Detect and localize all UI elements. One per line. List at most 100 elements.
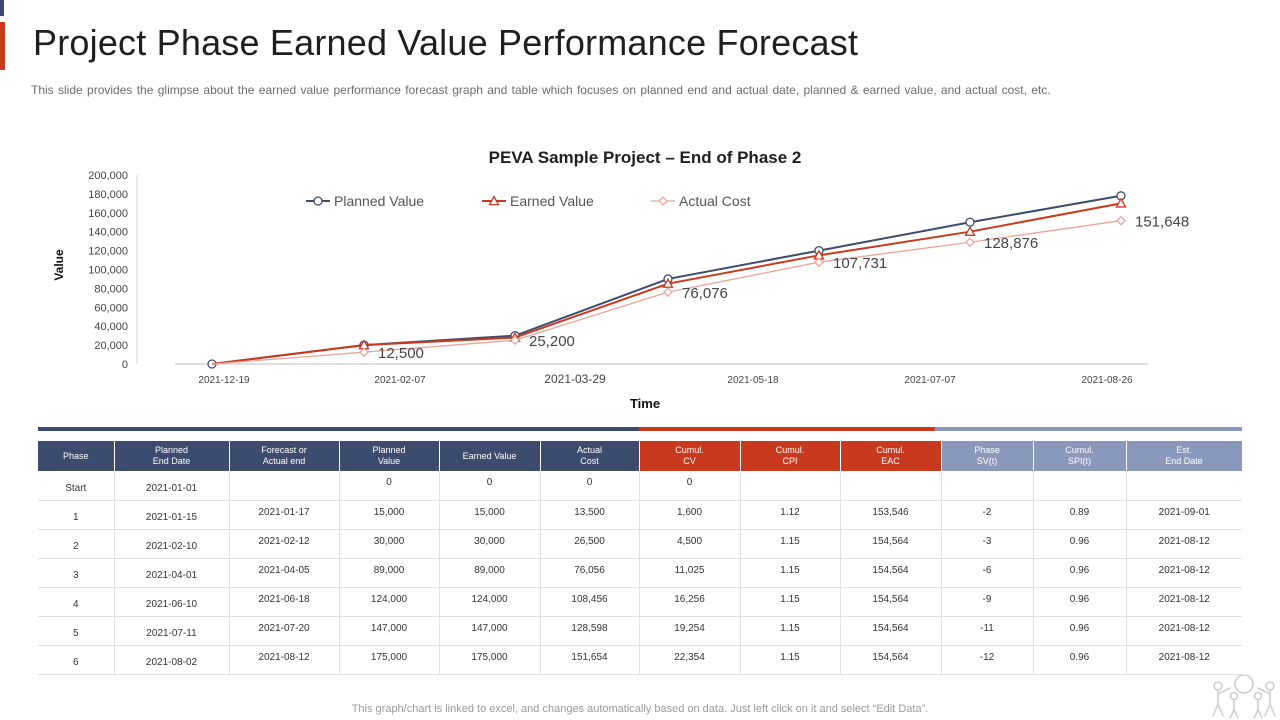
y-tick-label: 120,000	[88, 246, 128, 258]
series-2-point	[1116, 215, 1126, 226]
table-cell: 3	[38, 558, 115, 588]
table-cell: 2021-06-10	[114, 587, 230, 617]
page-subtitle: This slide provides the glimpse about th…	[31, 83, 1051, 97]
table-cell: 2021-01-15	[114, 500, 230, 530]
y-tick-label: 20,000	[94, 340, 128, 352]
series-2-point	[510, 335, 520, 346]
table-cell: 2021-08-12	[1126, 587, 1242, 617]
table-cell: 1.15	[740, 529, 841, 559]
chart-title: PEVA Sample Project – End of Phase 2	[489, 148, 802, 167]
table-cell: 0.96	[1033, 558, 1127, 588]
table-cell: 2021-07-20	[229, 616, 340, 646]
table-header-row: Phase Planned End Date Forecast or Actual en…	[38, 441, 1243, 471]
table-cell: 15,000	[339, 500, 440, 530]
table-cell: -3	[941, 529, 1034, 559]
x-tick-label: 2021-12-19	[198, 375, 250, 386]
x-tick-label: 2021-05-18	[727, 375, 779, 386]
table-cell: 1	[38, 500, 115, 530]
table-cell: 154,564	[840, 616, 942, 646]
table-header-cell: Forecast or Actual end	[229, 441, 340, 471]
table-header-cell: Phase	[38, 441, 115, 471]
y-tick-label: 140,000	[88, 227, 128, 239]
table-cell: 175,000	[439, 645, 541, 675]
table-cell	[840, 471, 942, 501]
y-tick-label: 100,000	[88, 265, 128, 277]
table-cell: 153,546	[840, 500, 942, 530]
table-cell: 30,000	[439, 529, 541, 559]
footer-note: This graph/chart is linked to excel, and…	[351, 703, 929, 715]
table-cell: 2021-07-11	[114, 616, 230, 646]
table-cell: -6	[941, 558, 1034, 588]
table-cell: 5	[38, 616, 115, 646]
table-cell: 2021-08-12	[1126, 645, 1242, 675]
x-tick-label: 2021-03-29	[544, 372, 606, 386]
table-cell: 2021-08-12	[1126, 529, 1242, 559]
table-cell: 0.96	[1033, 587, 1127, 617]
data-label: 128,876	[984, 235, 1038, 252]
table-cell: 26,500	[540, 529, 640, 559]
table-cell: 2021-08-12	[1126, 616, 1242, 646]
table-cell: 76,056	[540, 558, 640, 588]
y-tick-label: 160,000	[88, 208, 128, 220]
series-1-point	[964, 225, 976, 236]
table-row: 4 2021-06-10 2021-06-18 124,000 124,000 108,4…	[38, 587, 1242, 617]
table-cell: 1.15	[740, 645, 841, 675]
chart-series	[207, 191, 1127, 369]
y-axis-label: Value	[52, 249, 66, 281]
table-cell: 1.15	[740, 587, 841, 617]
table-cell: 175,000	[339, 645, 440, 675]
table-cell: 2021-04-05	[229, 558, 340, 588]
chart-legend[interactable]: Planned Value Earned Value Actual Cost	[306, 193, 751, 209]
series-2-point	[965, 237, 975, 248]
table-cell: 4,500	[639, 529, 741, 559]
table-cell: 16,256	[639, 587, 741, 617]
legend-label: Planned Value	[334, 193, 424, 209]
table-cell: -2	[941, 500, 1034, 530]
peva-line-chart[interactable]: PEVA Sample Project – End of Phase 2 Val…	[0, 130, 1280, 420]
data-label: 12,500	[378, 345, 424, 362]
chart-data-labels: 12,500 25,200 76,076 107,731 128,876 151,648	[378, 214, 1189, 362]
table-row: 2 2021-02-10 2021-02-12 30,000 30,000 26,500 4…	[38, 529, 1242, 559]
table-cell: 0.96	[1033, 529, 1127, 559]
table-cell: 2021-08-02	[114, 645, 230, 675]
y-tick-label: 60,000	[94, 302, 128, 314]
table-row: 6 2021-08-02 2021-08-12 175,000 175,000 151,6…	[38, 645, 1242, 675]
table-header-cell: Planned End Date	[114, 441, 230, 471]
y-tick-label: 40,000	[94, 321, 128, 333]
table-cell: Start	[38, 471, 115, 501]
table-cell: 0.89	[1033, 500, 1127, 530]
table-cell: 154,564	[840, 587, 942, 617]
table-cell: 2021-01-17	[229, 500, 340, 530]
table-cell	[941, 471, 1034, 501]
table-cell: 124,000	[339, 587, 440, 617]
table-cell	[1033, 471, 1127, 501]
evm-table-section: Phase Planned End Date Forecast or Actual en…	[38, 427, 1243, 675]
legend-marker-2	[658, 196, 668, 206]
table-cell: 2021-02-10	[114, 529, 230, 559]
table-cell: 1,600	[639, 500, 741, 530]
data-label: 25,200	[529, 333, 575, 350]
y-tick-label: 200,000	[88, 170, 128, 182]
x-tick-label: 2021-08-26	[1081, 375, 1133, 386]
table-header-cell: Cumul. CV	[639, 441, 741, 471]
legend-label: Earned Value	[510, 193, 594, 209]
table-cell: 108,456	[540, 587, 640, 617]
table-cell: 6	[38, 645, 115, 675]
table-cell: 1.15	[740, 558, 841, 588]
accent-bar	[0, 22, 5, 70]
table-cell: 154,564	[840, 645, 942, 675]
x-tick-label: 2021-07-07	[904, 375, 956, 386]
table-cell: 2021-04-01	[114, 558, 230, 588]
y-tick-label: 180,000	[88, 189, 128, 201]
table-cell: 19,254	[639, 616, 741, 646]
table-header-cell: Phase SV(t)	[941, 441, 1034, 471]
table-cell: 89,000	[339, 558, 440, 588]
table-cell: 124,000	[439, 587, 541, 617]
table-cell: 0.96	[1033, 645, 1127, 675]
data-label: 107,731	[833, 255, 887, 272]
table-cell: 11,025	[639, 558, 741, 588]
table-cell: 2021-02-12	[229, 529, 340, 559]
table-cell: 30,000	[339, 529, 440, 559]
table-cell	[229, 471, 340, 501]
legend-label: Actual Cost	[679, 193, 751, 209]
